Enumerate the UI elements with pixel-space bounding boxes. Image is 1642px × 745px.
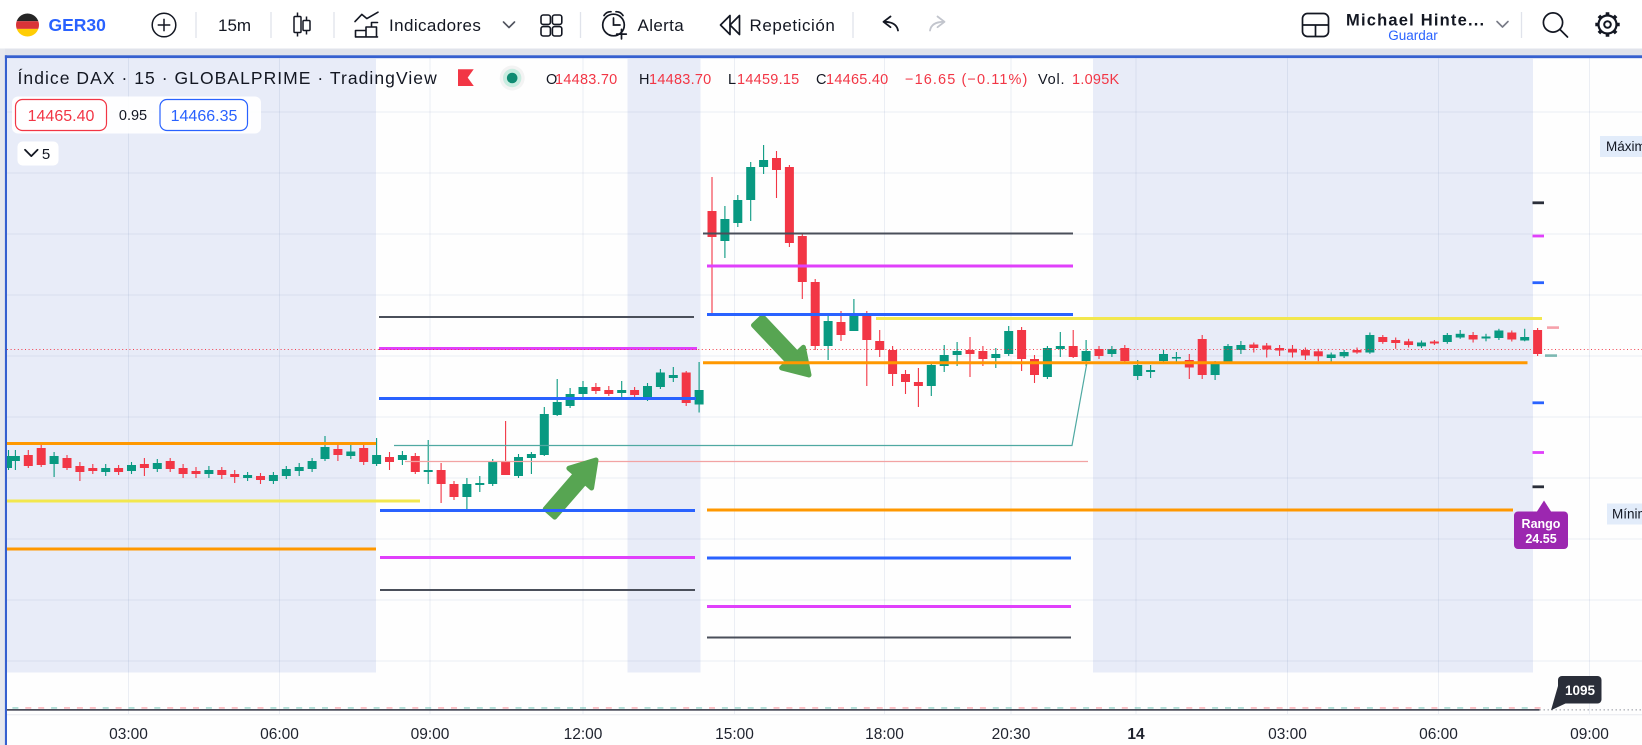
- svg-text:06:00: 06:00: [260, 726, 299, 743]
- svg-text:Mínimo: Mínimo: [1612, 507, 1642, 522]
- svg-text:03:00: 03:00: [1268, 726, 1307, 743]
- svg-text:1095: 1095: [1565, 683, 1596, 698]
- svg-text:15m: 15m: [218, 16, 251, 35]
- svg-text:24.55: 24.55: [1525, 532, 1556, 546]
- svg-text:C: C: [816, 72, 827, 88]
- svg-text:14465.40: 14465.40: [826, 72, 888, 88]
- svg-text:14459.15: 14459.15: [737, 72, 799, 88]
- svg-text:0.95: 0.95: [119, 108, 147, 124]
- svg-text:14483.70: 14483.70: [649, 72, 711, 88]
- svg-text:Repetición: Repetición: [750, 16, 836, 35]
- svg-text:15:00: 15:00: [715, 726, 754, 743]
- svg-text:14: 14: [1127, 726, 1145, 743]
- svg-text:Michael Hinte...: Michael Hinte...: [1346, 12, 1485, 30]
- svg-text:H: H: [639, 72, 650, 88]
- svg-text:O: O: [546, 72, 558, 88]
- svg-text:14466.35: 14466.35: [171, 108, 238, 125]
- svg-text:20:30: 20:30: [992, 726, 1031, 743]
- svg-text:Vol.: Vol.: [1038, 72, 1065, 88]
- svg-text:Máximo: Máximo: [1606, 139, 1642, 154]
- svg-text:1.095K: 1.095K: [1072, 72, 1120, 88]
- svg-text:09:00: 09:00: [411, 726, 450, 743]
- svg-text:Alerta: Alerta: [638, 16, 685, 35]
- svg-text:Guardar: Guardar: [1388, 28, 1438, 43]
- svg-text:14483.70: 14483.70: [555, 72, 617, 88]
- svg-text:12:00: 12:00: [564, 726, 603, 743]
- svg-text:L: L: [728, 72, 736, 88]
- svg-text:5: 5: [42, 146, 50, 163]
- svg-text:06:00: 06:00: [1419, 726, 1458, 743]
- svg-text:14465.40: 14465.40: [28, 108, 95, 125]
- svg-text:Índice DAX · 15 · GLOBALPRIME: Índice DAX · 15 · GLOBALPRIME · TradingV…: [18, 68, 438, 88]
- svg-text:18:00: 18:00: [865, 726, 904, 743]
- svg-text:Rango: Rango: [1522, 517, 1561, 531]
- svg-text:−16.65 (−0.11%): −16.65 (−0.11%): [905, 72, 1028, 88]
- svg-text:Indicadores: Indicadores: [389, 16, 481, 35]
- svg-text:GER30: GER30: [49, 15, 107, 35]
- svg-text:09:00: 09:00: [1570, 726, 1609, 743]
- svg-text:03:00: 03:00: [109, 726, 148, 743]
